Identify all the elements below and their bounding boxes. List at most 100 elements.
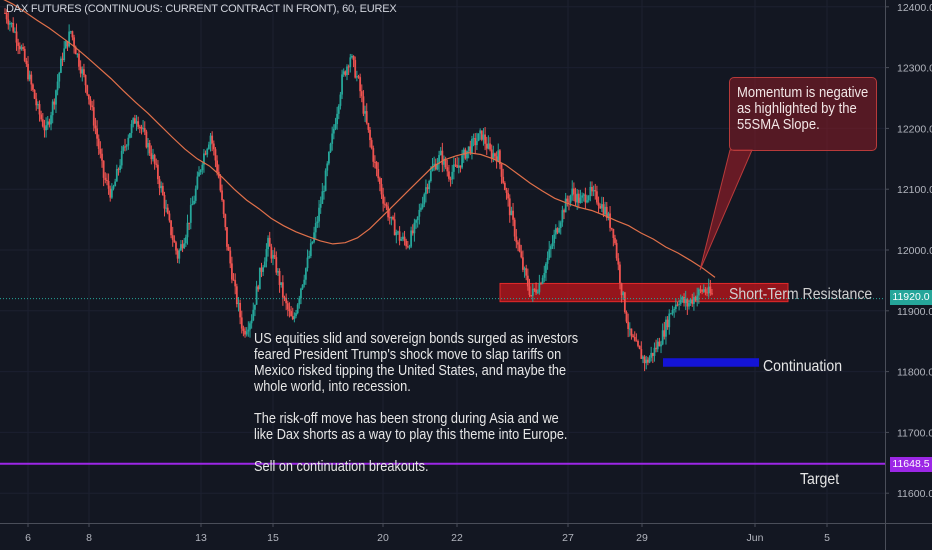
candle-body — [454, 164, 457, 166]
candle-body — [211, 135, 214, 144]
candle — [551, 235, 554, 249]
candle — [257, 284, 260, 292]
candle — [73, 34, 75, 54]
candle-body — [290, 311, 292, 317]
candle — [15, 23, 18, 51]
candle — [99, 141, 102, 159]
candle-body — [143, 128, 146, 132]
candle-body — [581, 195, 584, 198]
candle — [293, 312, 296, 323]
candle — [74, 45, 77, 55]
candle-body — [329, 143, 332, 152]
candle-body — [563, 210, 565, 213]
candle — [332, 124, 335, 140]
candle — [258, 267, 261, 290]
candle — [184, 234, 187, 247]
candle — [112, 184, 115, 191]
candle-body — [628, 328, 631, 330]
candle-body — [400, 239, 403, 241]
candle — [334, 117, 337, 131]
candle-body — [43, 126, 46, 131]
candle-body — [410, 230, 413, 247]
candle-body — [173, 239, 176, 243]
resistance-label: Short-Term Resistance — [729, 286, 873, 303]
candle — [477, 133, 480, 142]
candle-body — [309, 243, 312, 257]
x-tick-label: 15 — [267, 532, 279, 544]
candle — [697, 287, 700, 304]
candle — [23, 46, 26, 63]
candle-body — [304, 268, 307, 280]
candle — [510, 206, 513, 216]
candle — [372, 145, 375, 168]
candle — [395, 229, 398, 244]
candle-body — [640, 349, 643, 359]
candle — [546, 251, 549, 270]
candle — [219, 173, 222, 193]
candle — [193, 195, 195, 205]
candle-body — [117, 169, 120, 171]
candle — [405, 238, 408, 250]
candle-body — [607, 213, 610, 218]
candle-body — [566, 198, 569, 202]
candle — [561, 205, 564, 227]
candle-body — [406, 246, 409, 248]
candle — [5, 9, 8, 24]
candle — [605, 202, 608, 221]
candle-body — [150, 153, 153, 160]
candle — [148, 140, 151, 157]
candle — [619, 261, 621, 290]
candle-body — [418, 209, 421, 217]
candle-body — [332, 128, 335, 134]
continuation-zone — [663, 358, 759, 367]
candle-body — [536, 292, 539, 294]
candle — [515, 229, 518, 249]
candle-body — [109, 188, 112, 198]
candle — [191, 196, 194, 206]
candle-body — [367, 122, 370, 130]
candle-body — [180, 244, 182, 251]
candle-body — [397, 231, 399, 233]
candle — [471, 135, 473, 160]
candle-body — [191, 204, 194, 206]
candle — [599, 203, 602, 209]
candle — [461, 149, 463, 170]
candle-body — [467, 146, 470, 151]
candle — [545, 262, 547, 282]
candle — [224, 213, 227, 231]
candle-body — [50, 115, 52, 125]
chart-title: DAX FUTURES (CONTINUOUS: CURRENT CONTRAC… — [6, 3, 397, 15]
candle — [456, 156, 459, 168]
candle — [355, 70, 358, 82]
candle-body — [227, 246, 230, 251]
candle — [592, 185, 595, 197]
candle-body — [569, 195, 572, 203]
candle — [513, 217, 516, 241]
candle-body — [462, 149, 465, 156]
momentum-callout-text: Momentum is negative as highlighted by t… — [737, 85, 869, 133]
candle — [89, 96, 92, 111]
candle — [283, 295, 286, 302]
x-tick-label: 8 — [86, 532, 92, 544]
candle — [689, 298, 692, 306]
candle-body — [176, 250, 179, 259]
candle — [388, 209, 391, 225]
candle-body — [655, 347, 657, 350]
candle — [106, 173, 108, 186]
candle — [311, 241, 314, 245]
candle-body — [688, 303, 690, 307]
candle-body — [32, 84, 34, 90]
candle-body — [53, 101, 56, 105]
candle — [301, 284, 304, 290]
candle-body — [385, 204, 388, 207]
candle-body — [166, 207, 169, 214]
candle-body — [112, 186, 115, 189]
candle-body — [46, 121, 49, 126]
momentum-callout[interactable]: Momentum is negative as highlighted by t… — [729, 77, 877, 151]
candle — [92, 99, 95, 132]
candle-body — [472, 138, 475, 140]
candle — [56, 74, 59, 96]
candle — [273, 247, 276, 260]
candle-body — [175, 242, 177, 251]
